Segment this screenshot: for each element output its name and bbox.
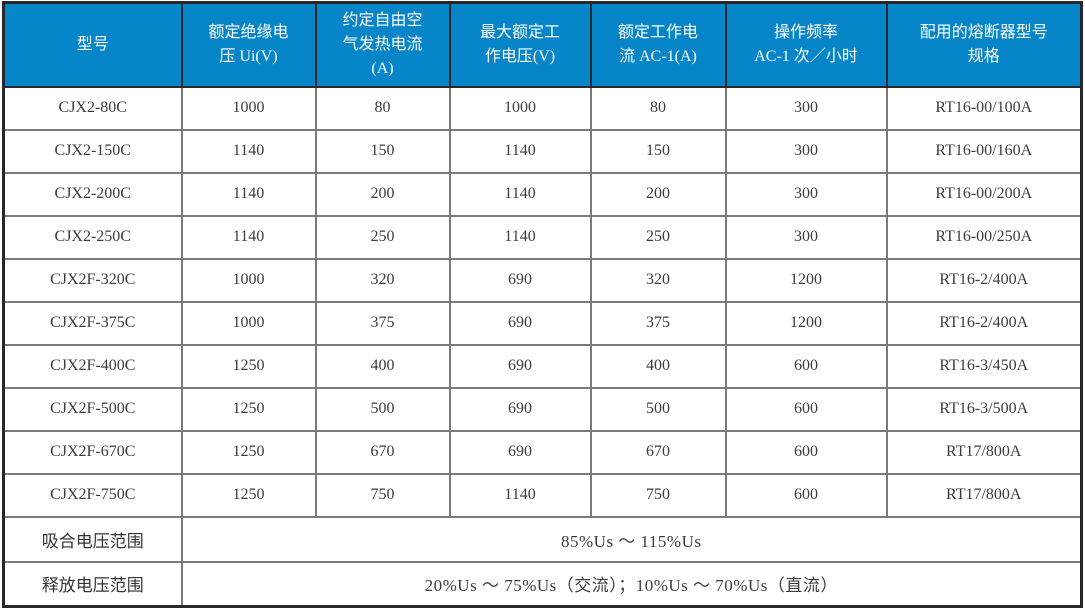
value-cell: 690	[448, 300, 592, 346]
value-cell: 600	[724, 386, 888, 432]
value-cell: 500	[589, 386, 727, 432]
value-cell: 200	[589, 171, 727, 217]
value-cell: 300	[724, 85, 888, 131]
value-cell: 750	[589, 472, 727, 518]
model-cell: CJX2F-670C	[2, 429, 183, 475]
value-cell: 600	[724, 472, 888, 518]
value-cell: RT17/800A	[885, 472, 1083, 518]
model-cell: CJX2-80C	[2, 85, 183, 131]
footer-value: 85%Us ～ 115%Us	[180, 515, 1083, 563]
footer-row: 释放电压范围 20%Us ～ 75%Us（交流）；10%Us ～ 70%Us（直流…	[2, 560, 1083, 608]
table-row: CJX2F-320C 1000 320 690 320 1200 RT16-2/400A	[2, 257, 1083, 303]
model-cell: CJX2F-500C	[2, 386, 183, 432]
value-cell: 250	[314, 214, 451, 260]
value-cell: 1140	[448, 128, 592, 174]
value-cell: 1140	[448, 472, 592, 518]
value-cell: 150	[589, 128, 727, 174]
value-cell: 1250	[180, 472, 317, 518]
column-header-5: 额定工作电 流 AC-1(A)	[589, 1, 727, 88]
value-cell: 1200	[724, 257, 888, 303]
value-cell: 690	[448, 429, 592, 475]
value-cell: 1250	[180, 343, 317, 389]
value-cell: RT16-2/400A	[885, 300, 1083, 346]
value-cell: 500	[314, 386, 451, 432]
model-cell: CJX2F-375C	[2, 300, 183, 346]
table-row: CJX2-200C 1140 200 1140 200 300 RT16-00/200A	[2, 171, 1083, 217]
value-cell: RT16-3/500A	[885, 386, 1083, 432]
value-cell: 1140	[180, 128, 317, 174]
value-cell: 600	[724, 429, 888, 475]
table-row: CJX2-80C 1000 80 1000 80 300 RT16-00/100A	[2, 85, 1083, 131]
column-header-6: 操作频率 AC-1 次／小时	[724, 1, 888, 88]
value-cell: 375	[589, 300, 727, 346]
value-cell: RT16-00/200A	[885, 171, 1083, 217]
model-cell: CJX2F-320C	[2, 257, 183, 303]
table-row: CJX2F-400C 1250 400 690 400 600 RT16-3/450A	[2, 343, 1083, 389]
column-header-4: 最大额定工 作电压(V)	[448, 1, 592, 88]
value-cell: 600	[724, 343, 888, 389]
table-row: CJX2F-375C 1000 375 690 375 1200 RT16-2/400A	[2, 300, 1083, 346]
value-cell: 1140	[180, 214, 317, 260]
header-row: 型号 额定绝缘电 压 Ui(V) 约定自由空 气发热电流 (A) 最大额定工 作电压(…	[2, 1, 1083, 88]
value-cell: 1000	[180, 257, 317, 303]
table-row: CJX2F-670C 1250 670 690 670 600 RT17/800A	[2, 429, 1083, 475]
model-cell: CJX2-200C	[2, 171, 183, 217]
table-row: CJX2F-750C 1250 750 1140 750 600 RT17/800A	[2, 472, 1083, 518]
value-cell: 670	[314, 429, 451, 475]
value-cell: 400	[314, 343, 451, 389]
value-cell: RT16-00/250A	[885, 214, 1083, 260]
value-cell: 1250	[180, 429, 317, 475]
value-cell: RT16-2/400A	[885, 257, 1083, 303]
value-cell: 690	[448, 343, 592, 389]
value-cell: 320	[589, 257, 727, 303]
column-header-3: 约定自由空 气发热电流 (A)	[314, 1, 451, 88]
value-cell: 1000	[180, 85, 317, 131]
table-row: CJX2-250C 1140 250 1140 250 300 RT16-00/250A	[2, 214, 1083, 260]
model-cell: CJX2-250C	[2, 214, 183, 260]
footer-label: 吸合电压范围	[2, 515, 183, 563]
value-cell: 200	[314, 171, 451, 217]
model-cell: CJX2-150C	[2, 128, 183, 174]
value-cell: 80	[314, 85, 451, 131]
value-cell: 400	[589, 343, 727, 389]
value-cell: 690	[448, 386, 592, 432]
model-cell: CJX2F-400C	[2, 343, 183, 389]
column-header-7: 配用的熔断器型号 规格	[885, 1, 1083, 88]
value-cell: 750	[314, 472, 451, 518]
value-cell: 80	[589, 85, 727, 131]
value-cell: 320	[314, 257, 451, 303]
value-cell: RT16-3/450A	[885, 343, 1083, 389]
value-cell: 1250	[180, 386, 317, 432]
footer-label: 释放电压范围	[2, 560, 183, 608]
value-cell: 300	[724, 128, 888, 174]
value-cell: RT17/800A	[885, 429, 1083, 475]
table-row: CJX2F-500C 1250 500 690 500 600 RT16-3/500A	[2, 386, 1083, 432]
value-cell: RT16-00/160A	[885, 128, 1083, 174]
model-cell: CJX2F-750C	[2, 472, 183, 518]
value-cell: 1000	[180, 300, 317, 346]
value-cell: 250	[589, 214, 727, 260]
footer-value: 20%Us ～ 75%Us（交流）；10%Us ～ 70%Us（直流）	[180, 560, 1083, 608]
value-cell: RT16-00/100A	[885, 85, 1083, 131]
table-row: CJX2-150C 1140 150 1140 150 300 RT16-00/160A	[2, 128, 1083, 174]
column-header-2: 额定绝缘电 压 Ui(V)	[180, 1, 317, 88]
value-cell: 300	[724, 171, 888, 217]
footer-row: 吸合电压范围 85%Us ～ 115%Us	[2, 515, 1083, 563]
value-cell: 375	[314, 300, 451, 346]
column-header-1: 型号	[2, 1, 183, 88]
value-cell: 1000	[448, 85, 592, 131]
value-cell: 300	[724, 214, 888, 260]
value-cell: 1140	[448, 214, 592, 260]
value-cell: 670	[589, 429, 727, 475]
value-cell: 1200	[724, 300, 888, 346]
value-cell: 150	[314, 128, 451, 174]
value-cell: 690	[448, 257, 592, 303]
value-cell: 1140	[180, 171, 317, 217]
value-cell: 1140	[448, 171, 592, 217]
